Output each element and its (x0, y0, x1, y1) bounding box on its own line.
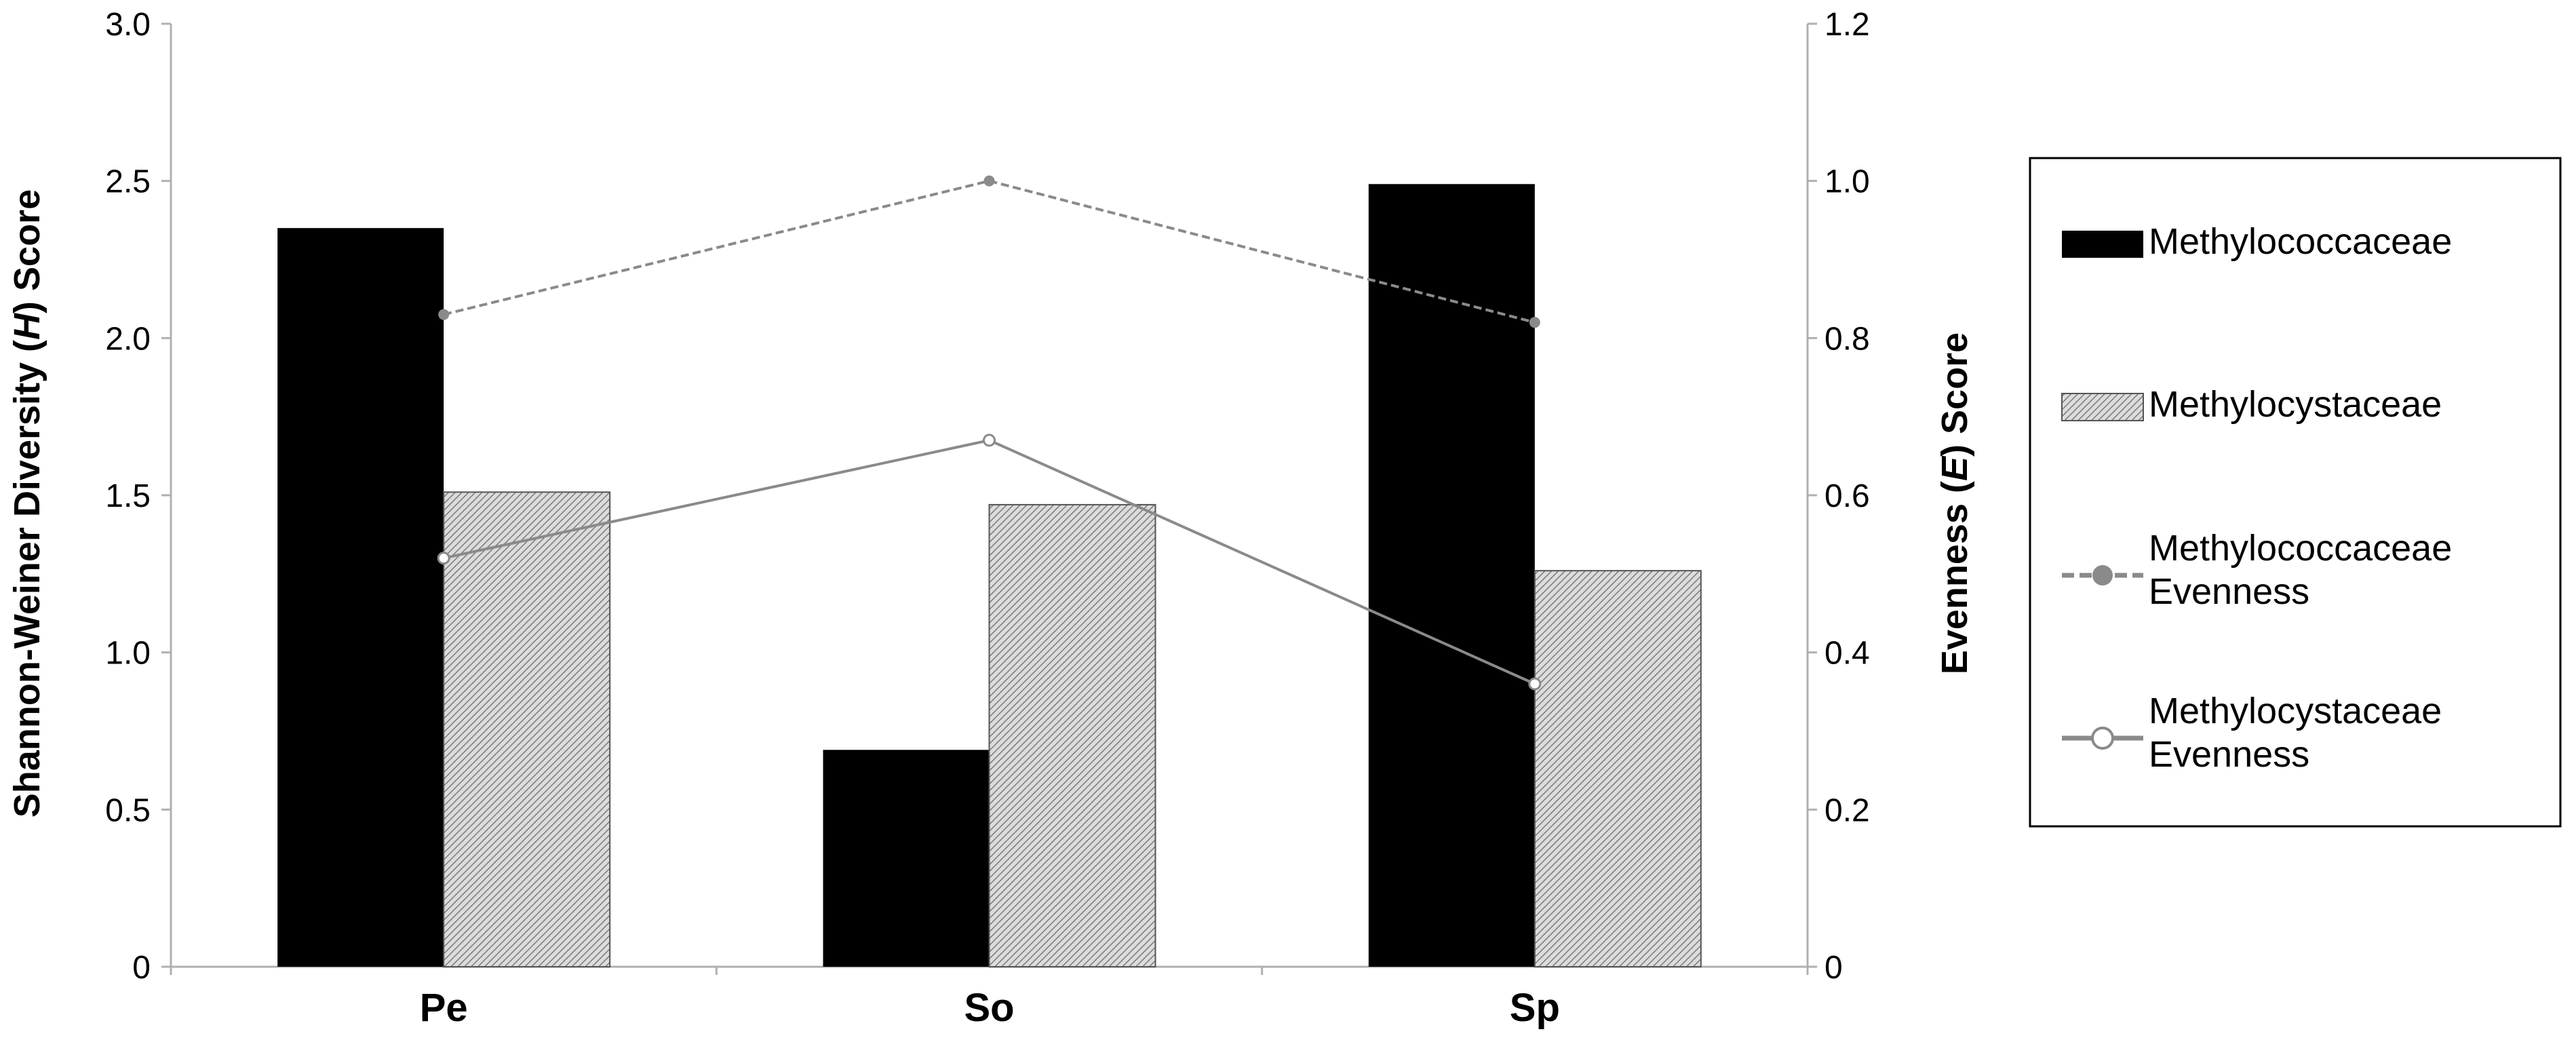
x-category-label: So (964, 986, 1014, 1030)
right-tick-label: 0 (1824, 950, 1843, 986)
point-methylocystaceae-evenness (437, 552, 450, 565)
legend-label-methylocystaceae: Methylocystaceae (2149, 384, 2442, 425)
bar-methylococcaceae (1368, 184, 1535, 967)
point-methylococcaceae-evenness (438, 309, 450, 320)
point-methylocystaceae-evenness (983, 434, 996, 447)
right-tick-label: 0.8 (1824, 321, 1870, 357)
left-tick-label: 3.0 (105, 7, 151, 43)
bar-methylocystaceae (1534, 570, 1702, 967)
bar-methylocystaceae (443, 491, 611, 967)
legend-swatch-methylocystaceae (2061, 393, 2144, 421)
right-tick-label: 0.6 (1824, 478, 1870, 514)
left-tick-label: 2.5 (105, 164, 151, 200)
left-axis-label: Shannon-Weiner Diversity (H) Score (7, 189, 47, 818)
point-methylocystaceae-evenness (1528, 677, 1542, 691)
left-tick-label: 0.5 (105, 792, 151, 828)
left-tick-label: 1.5 (105, 478, 151, 514)
x-category-label: Sp (1510, 986, 1560, 1030)
right-axis-label: Evenness (E) Score (1934, 332, 1975, 674)
legend-swatch-methylococcaceae (2062, 231, 2143, 258)
left-tick-label: 2.0 (105, 321, 151, 357)
plot-area: 0 0.5 1.0 1.5 2.0 2.5 3.0 0 0.2 0.4 0.6 0.8 1.0 1.2 Pe… (105, 7, 1869, 1030)
right-tick-label: 1.0 (1824, 164, 1870, 200)
bar-methylococcaceae (277, 228, 444, 967)
legend-box (2029, 157, 2562, 828)
x-category-label: Pe (420, 986, 468, 1030)
legend-label-methylococcaceae: Methylococcaceae (2149, 221, 2452, 262)
bar-methylococcaceae (823, 750, 990, 967)
right-tick-label: 0.2 (1824, 792, 1870, 828)
left-tick-label: 0 (132, 950, 151, 986)
bar-methylocystaceae (988, 503, 1156, 967)
legend: Methylococcaceae Methylocystaceae Methyl… (2029, 157, 2562, 828)
right-tick-label: 0.4 (1824, 636, 1870, 672)
left-tick-label: 1.0 (105, 636, 151, 672)
legend-label-methylocystaceae-evenness: Methylocystaceae Evenness (2149, 691, 2452, 775)
point-methylococcaceae-evenness (983, 175, 995, 187)
legend-marker-methylocystaceae-evenness (2091, 727, 2114, 750)
legend-marker-methylococcaceae-evenness (2092, 565, 2113, 585)
legend-label-methylococcaceae-evenness: Methylococcaceae Evenness (2149, 528, 2462, 612)
point-methylococcaceae-evenness (1529, 317, 1540, 328)
right-tick-label: 1.2 (1824, 7, 1870, 43)
